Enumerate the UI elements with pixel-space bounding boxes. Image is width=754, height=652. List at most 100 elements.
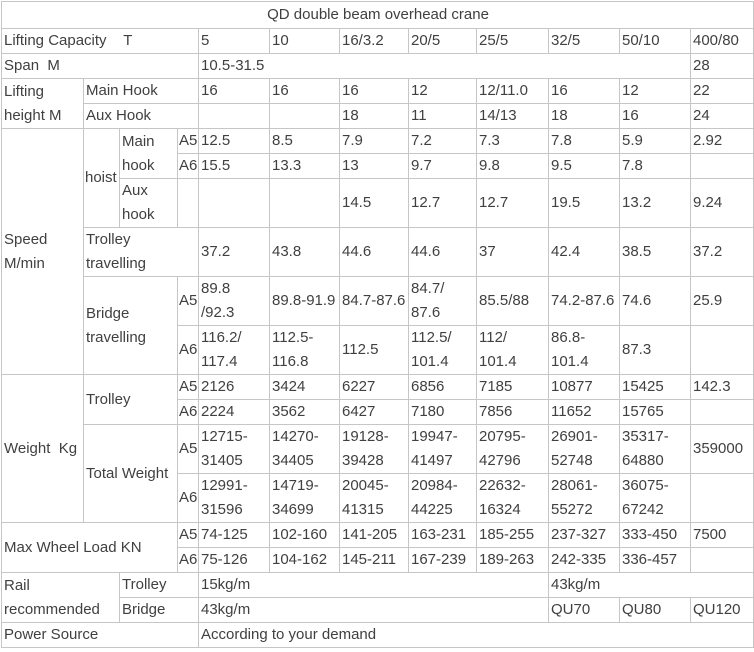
value-cell: 7.3 [476,128,549,154]
value-cell [269,178,340,228]
value-cell: 16 [339,78,409,104]
value-cell: 9.7 [408,153,477,179]
value-cell: 15765 [619,399,691,425]
value-cell: 15kg/m [198,572,549,598]
value-cell [689,325,754,375]
value-cell: 37.2 [689,227,754,277]
label-aux-hook: Aux Hook [83,103,199,129]
value-cell: 44.6 [339,227,409,277]
label-main-hook: Main Hook [83,78,199,104]
value-cell: 242-335 [548,547,620,573]
value-cell: 141-205 [339,522,409,548]
value-cell: 12.7 [476,178,549,228]
value-cell: According to your demand [197,622,754,648]
label-a5: A5 [177,128,199,154]
value-cell: 13.2 [619,178,691,228]
value-cell: 163-231 [408,522,477,548]
value-cell: 104-162 [269,547,340,573]
value-cell: 42.4 [548,227,620,277]
label-a6: A6 [177,325,199,375]
value-cell: 102-160 [269,522,340,548]
row-bridge-a5: Bridge travelling A5 89.8 /92.3 89.8-91.… [2,276,754,375]
row-total-weight-a6: A6 12991- 31596 14719- 34699 20045- 4131… [2,473,754,523]
label-max-wheel: Max Wheel Load KN [1,522,178,573]
row-rail-bridge: Bridge 43kg/m QU70 QU80 QU120 [2,597,754,623]
value-cell: 6427 [339,399,409,425]
value-cell: 35317- 64880 [619,424,691,474]
value-cell: 11652 [548,399,620,425]
value-cell: 84.7-87.6 [339,276,409,326]
value-cell: 74.2-87.6 [548,276,620,326]
value-cell: 12.5 [198,128,270,154]
value-cell: 16 [548,78,620,104]
value-cell: 142.3 [689,374,754,400]
value-cell: 89.8-91.9 [269,276,340,326]
value-cell: 10877 [548,374,620,400]
value-cell: 16 [198,78,270,104]
value-cell: 36075- 67242 [619,473,691,523]
value-cell: QU80 [619,597,691,623]
row-span: Span M 10.5-31.5 28 [1,53,754,79]
value-cell [269,103,340,129]
value-cell: 43kg/m [198,597,549,623]
value-cell: 2126 [198,374,270,400]
value-cell: 10.5-31.5 [198,53,691,79]
value-cell: 112.5/ 101.4 [408,325,477,375]
row-hoist-main-a6: A6 15.5 13.3 13 9.7 9.8 9.5 7.8 [2,153,754,179]
label-a5: A5 [177,276,199,326]
value-cell: 18 [339,103,409,129]
label-a6: A6 [177,473,199,523]
label-bridge-travelling: Bridge travelling [83,276,178,375]
value-cell: 12/11.0 [476,78,549,104]
label-empty [177,178,199,228]
value-cell: 11 [408,103,477,129]
value-cell: 19.5 [548,178,620,228]
value-cell: 5 [198,28,270,54]
row-hoist-main-a5: Speed M/min hoist Main hook A5 12.5 8.5 … [1,128,754,375]
label-rail-bridge: Bridge [119,597,199,623]
label-rail-trolley: Trolley [119,572,199,598]
label-lifting-capacity: Lifting Capacity T [1,28,199,54]
value-cell: 2.92 [689,128,754,154]
label-a6: A6 [177,153,199,179]
label-hoist: hoist [83,128,120,228]
value-cell: 12 [408,78,477,104]
value-cell: 145-211 [339,547,409,573]
value-cell: 37 [476,227,549,277]
value-cell: 9.5 [548,153,620,179]
value-cell: 400/80 [689,28,754,54]
value-cell: 7185 [476,374,549,400]
row-trolley-travelling: Trolley travelling 37.2 43.8 44.6 44.6 3… [2,227,754,277]
value-cell: 13.3 [269,153,340,179]
row-power-source: Power Source According to your demand [1,622,754,648]
value-cell: 43kg/m [547,572,754,598]
value-cell: 32/5 [548,28,620,54]
label-lifting-height: Lifting height M [1,78,84,129]
value-cell: 3424 [269,374,340,400]
value-cell: 189-263 [476,547,549,573]
label-a5: A5 [177,522,199,548]
value-cell: 25/5 [476,28,549,54]
label-a5: A5 [177,424,199,474]
value-cell: 112.5- 116.8 [269,325,340,375]
value-cell: 84.7/ 87.6 [408,276,477,326]
label-speed: Speed M/min [1,128,84,375]
row-total-weight-a5: Total Weight A5 12715- 31405 14270- 3440… [2,424,754,523]
value-cell: 14.5 [339,178,409,228]
label-hoist-aux: Aux hook [119,178,178,228]
value-cell [198,178,270,228]
label-weight: Weight Kg [1,374,84,523]
value-cell: 38.5 [619,227,691,277]
row-max-wheel-a6: A6 75-126 104-162 145-211 167-239 189-26… [2,547,754,573]
value-cell: 6227 [339,374,409,400]
value-cell: 22 [689,78,754,104]
value-cell: 167-239 [408,547,477,573]
value-cell: 116.2/ 117.4 [198,325,270,375]
value-cell: 185-255 [476,522,549,548]
value-cell: 44.6 [408,227,477,277]
value-cell: 28061- 55272 [548,473,620,523]
row-main-hook: Lifting height M Main Hook 16 16 16 12 1… [1,78,754,129]
table-title: QD double beam overhead crane [0,1,754,29]
row-title: QD double beam overhead crane [0,1,754,29]
